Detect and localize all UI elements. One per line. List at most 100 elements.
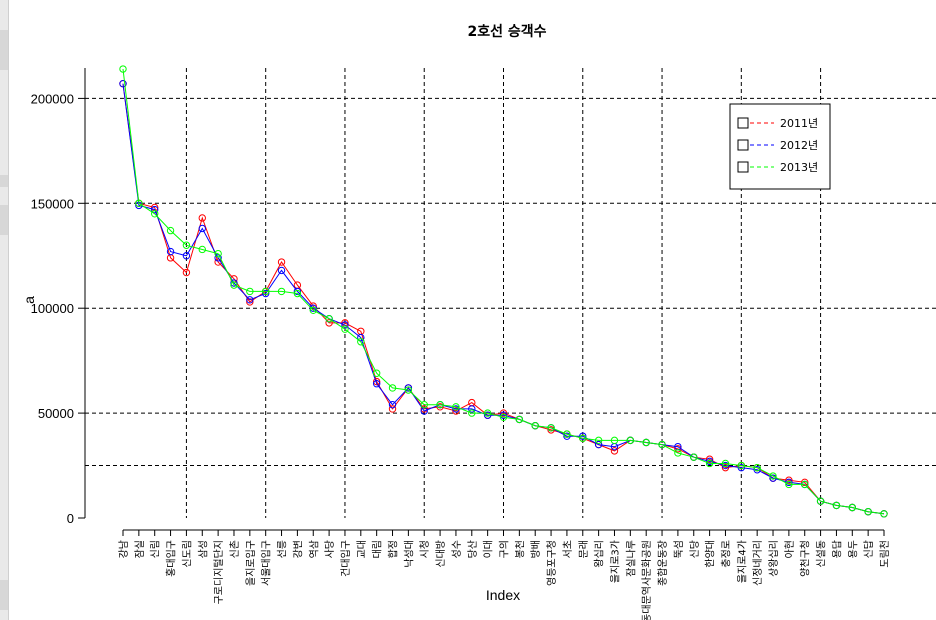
x-tick-label: 뚝섬	[673, 540, 685, 558]
data-point	[388, 384, 397, 392]
data-point	[151, 210, 159, 218]
data-point	[579, 432, 587, 440]
legend-marker	[737, 139, 749, 151]
x-tick-label: 홍대입구	[165, 540, 178, 577]
chart-title: 2호선 승객수	[467, 23, 546, 40]
window-edge-tab	[0, 175, 8, 187]
legend-marker	[737, 117, 749, 129]
y-tick-label: 50000	[38, 406, 74, 421]
data-point	[277, 266, 286, 275]
data-point	[737, 463, 746, 472]
x-tick-label: 서초	[562, 540, 574, 558]
x-tick-label: 종합운동장	[657, 540, 669, 586]
data-point	[705, 455, 714, 463]
legend-marker	[737, 161, 749, 173]
data-point	[309, 302, 317, 310]
data-point	[182, 252, 191, 260]
data-point	[420, 405, 428, 413]
data-point	[452, 407, 460, 415]
data-point	[372, 380, 381, 388]
data-point	[198, 224, 206, 233]
data-point	[246, 287, 254, 296]
data-point	[246, 296, 254, 304]
x-tick-label: 신답	[863, 540, 875, 558]
data-point	[785, 480, 793, 489]
x-tick-label: 구로디지털단지	[213, 540, 225, 604]
legend-entry: 2012년	[780, 139, 818, 152]
data-point	[119, 80, 127, 88]
x-tick-label: 왕십리	[594, 540, 606, 568]
x-tick-label: 당산	[467, 540, 479, 558]
data-point	[880, 510, 888, 518]
legend: 2011년 2012년 2013년	[729, 103, 831, 190]
data-point	[277, 287, 286, 296]
x-axis-label: Index	[486, 587, 520, 603]
data-point	[801, 480, 809, 489]
y-tick-label: 100000	[31, 301, 74, 316]
data-point	[499, 409, 508, 417]
data-point	[499, 413, 508, 421]
data-point	[594, 440, 603, 449]
y-tick-label: 200000	[31, 91, 74, 106]
data-point	[864, 508, 872, 516]
data-point	[341, 321, 349, 329]
data-point	[610, 436, 619, 445]
x-tick-label: 신촌	[229, 540, 241, 558]
x-tick-label: 양천구청	[800, 540, 812, 577]
data-point	[658, 440, 666, 449]
x-tick-label: 구의	[499, 540, 511, 558]
x-tick-label: 건대입구	[339, 540, 352, 577]
x-tick-label: 신도림	[181, 540, 193, 568]
data-point	[801, 478, 809, 487]
x-tick-label: 시청	[419, 540, 431, 558]
x-tick-label: 용두	[847, 540, 859, 558]
data-point	[404, 386, 413, 394]
x-tick-label: 신당	[689, 540, 701, 558]
y-tick-label: 0	[67, 511, 74, 526]
data-point	[579, 434, 587, 442]
data-point	[785, 476, 793, 484]
x-tick-label: 용답	[831, 540, 843, 558]
data-point	[483, 409, 492, 417]
data-point	[119, 65, 127, 73]
data-point	[372, 377, 381, 386]
x-tick-label: 동대문역사문화공원	[641, 540, 653, 620]
data-point	[690, 453, 698, 461]
y-ticks: 0 50000 100000 150000 200000	[31, 91, 85, 526]
x-tick-label: 신림	[150, 540, 162, 558]
series	[119, 65, 888, 518]
data-point	[135, 199, 143, 208]
data-point	[753, 463, 761, 472]
x-tick-label: 교대	[356, 540, 368, 558]
data-point	[721, 461, 730, 470]
data-point	[230, 279, 238, 287]
x-tick-label: 성수	[451, 540, 463, 558]
data-point	[198, 214, 206, 222]
series-2013년	[119, 65, 888, 518]
data-point	[436, 403, 444, 411]
data-point	[325, 319, 333, 327]
data-point	[293, 287, 302, 296]
data-point	[721, 459, 730, 468]
data-point	[769, 472, 777, 480]
data-point	[277, 258, 286, 266]
x-tick-label: 강남	[118, 540, 130, 558]
data-point	[832, 501, 841, 510]
data-point	[182, 268, 191, 277]
data-point	[705, 457, 714, 466]
x-tick-label: 합정	[388, 540, 400, 558]
data-point	[309, 304, 317, 312]
series-line	[122, 83, 885, 515]
x-tick-label: 대림	[372, 540, 384, 558]
x-tick-label: 서울대입구	[260, 540, 273, 586]
data-point	[626, 436, 635, 445]
x-tick-label: 한양대	[705, 540, 717, 568]
x-tick-label: 을지로4가	[736, 540, 748, 583]
data-point	[230, 281, 238, 289]
x-tick-label: 상왕십리	[768, 540, 780, 577]
x-tick-label: 사당	[324, 540, 336, 558]
data-point	[341, 325, 349, 333]
legend-entry: 2013년	[780, 161, 818, 174]
series-line	[122, 68, 885, 515]
x-tick-label: 잠실	[134, 540, 146, 558]
